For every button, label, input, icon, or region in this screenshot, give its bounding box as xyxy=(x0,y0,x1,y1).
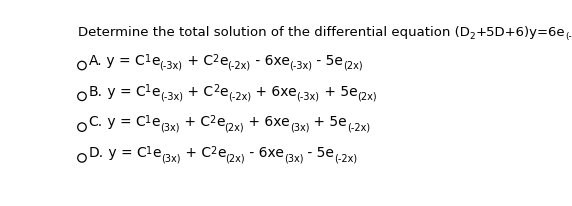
Text: 1: 1 xyxy=(145,54,151,64)
Text: + 5e: + 5e xyxy=(309,115,347,129)
Text: B.: B. xyxy=(89,84,102,98)
Text: e: e xyxy=(219,84,228,98)
Text: (2x): (2x) xyxy=(225,153,245,163)
Text: (-2x): (-2x) xyxy=(228,61,251,71)
Text: 1: 1 xyxy=(146,146,153,156)
Text: y = C: y = C xyxy=(104,146,146,160)
Text: + C: + C xyxy=(183,84,213,98)
Text: - 5e: - 5e xyxy=(312,54,343,68)
Text: e: e xyxy=(219,54,228,68)
Text: e: e xyxy=(216,115,224,129)
Text: y = C: y = C xyxy=(102,54,145,68)
Text: (-3x): (-3x) xyxy=(565,32,572,41)
Text: - 6xe: - 6xe xyxy=(245,146,284,160)
Text: 2: 2 xyxy=(213,84,219,95)
Text: y = C: y = C xyxy=(102,84,145,98)
Text: + 6xe: + 6xe xyxy=(244,115,289,129)
Text: (-3x): (-3x) xyxy=(160,91,183,101)
Text: Determine the total solution of the differential equation (D: Determine the total solution of the diff… xyxy=(78,26,470,39)
Text: e: e xyxy=(151,54,160,68)
Text: y = C: y = C xyxy=(103,115,145,129)
Text: - 6xe: - 6xe xyxy=(251,54,289,68)
Text: 1: 1 xyxy=(145,115,152,125)
Text: (-2x): (-2x) xyxy=(347,122,370,132)
Text: + C: + C xyxy=(182,54,213,68)
Text: (3x): (3x) xyxy=(161,153,181,163)
Text: C.: C. xyxy=(89,115,103,129)
Text: - 5e: - 5e xyxy=(303,146,334,160)
Text: + C: + C xyxy=(181,146,210,160)
Text: 2: 2 xyxy=(210,115,216,125)
Text: (3x): (3x) xyxy=(284,153,303,163)
Text: (-3x): (-3x) xyxy=(160,61,182,71)
Text: (2x): (2x) xyxy=(224,122,244,132)
Text: 1: 1 xyxy=(145,84,152,95)
Text: (3x): (3x) xyxy=(289,122,309,132)
Text: (-2x): (-2x) xyxy=(228,91,251,101)
Text: 2: 2 xyxy=(213,54,219,64)
Text: +5D+6)y=6e: +5D+6)y=6e xyxy=(475,26,565,39)
Text: (3x): (3x) xyxy=(160,122,180,132)
Text: 2: 2 xyxy=(470,32,475,41)
Text: D.: D. xyxy=(89,146,104,160)
Text: (-3x): (-3x) xyxy=(296,91,320,101)
Text: (2x): (2x) xyxy=(343,61,363,71)
Text: A.: A. xyxy=(89,54,102,68)
Text: (2x): (2x) xyxy=(357,91,377,101)
Text: 2: 2 xyxy=(210,146,217,156)
Text: e: e xyxy=(152,84,160,98)
Text: (-2x): (-2x) xyxy=(334,153,358,163)
Text: (-3x): (-3x) xyxy=(289,61,312,71)
Text: + C: + C xyxy=(180,115,210,129)
Text: + 5e: + 5e xyxy=(320,84,357,98)
Text: e: e xyxy=(217,146,225,160)
Text: e: e xyxy=(153,146,161,160)
Text: e: e xyxy=(152,115,160,129)
Text: + 6xe: + 6xe xyxy=(251,84,296,98)
